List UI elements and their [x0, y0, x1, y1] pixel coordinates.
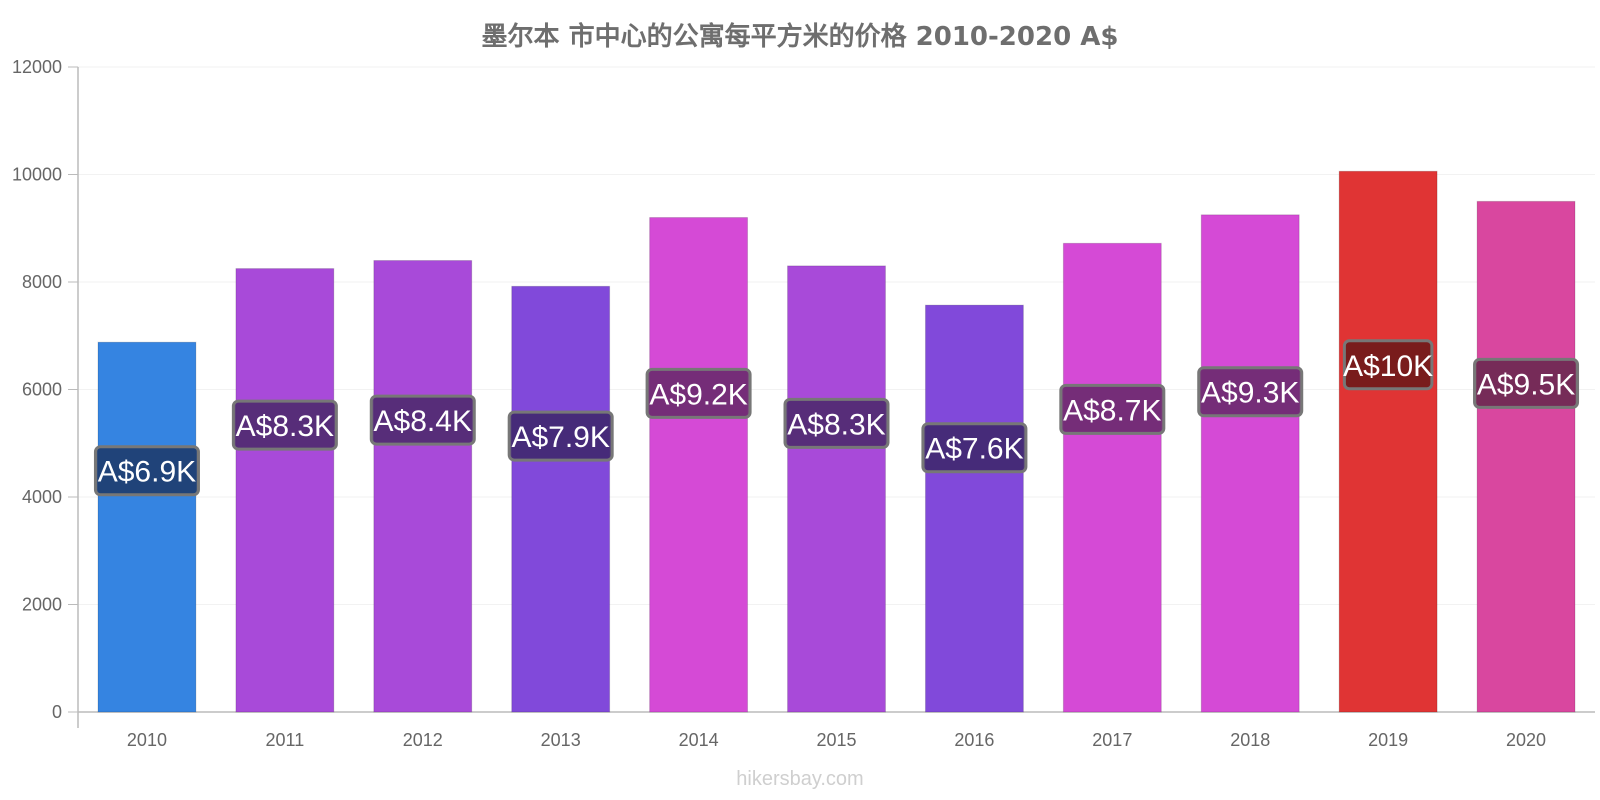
data-label-box — [369, 394, 476, 446]
data-label-2012: A$8.4K — [374, 405, 472, 438]
bar-2014 — [649, 217, 749, 713]
y-tick-label: 4000 — [22, 487, 62, 507]
data-label-box — [645, 367, 752, 419]
data-label-2017: A$8.7K — [1063, 394, 1161, 427]
x-tick-label-2013: 2013 — [541, 730, 581, 750]
bars — [97, 170, 1576, 713]
y-tick-label: 6000 — [22, 380, 62, 400]
x-tick-label-2012: 2012 — [403, 730, 443, 750]
x-tick-label-2016: 2016 — [954, 730, 994, 750]
bar-2012 — [373, 260, 473, 713]
x-tick-labels: 2010 2011 2012 2013 2014 2015 2016 2017 2018 2019… — [127, 730, 1546, 750]
data-label-box — [1342, 339, 1434, 391]
data-label-2019: A$10K — [1343, 350, 1433, 383]
x-tick-label-2011: 2011 — [266, 730, 305, 750]
bar-2017 — [1062, 242, 1162, 713]
watermark: hikersbay.com — [736, 768, 864, 790]
bar-2010 — [97, 341, 197, 713]
bar-2015 — [787, 265, 886, 713]
data-label-2016: A$7.6K — [925, 433, 1023, 466]
data-label-box — [921, 422, 1028, 474]
data-label-box — [1197, 366, 1304, 418]
bar-2018 — [1200, 214, 1300, 713]
y-tick-label: 2000 — [22, 595, 62, 615]
data-label-2020: A$9.5K — [1477, 368, 1575, 401]
bar-2011 — [235, 268, 335, 713]
bar-2019 — [1338, 170, 1438, 713]
x-tick-label-2010: 2010 — [127, 730, 167, 750]
x-tick-label-2014: 2014 — [679, 730, 719, 750]
data-label-2015: A$8.3K — [787, 408, 885, 441]
data-label-box — [93, 445, 200, 497]
y-tick-label: 10000 — [12, 165, 62, 185]
y-tick-label: 8000 — [22, 272, 62, 292]
data-label-box — [507, 410, 614, 462]
x-tick-label-2020: 2020 — [1506, 730, 1546, 750]
bar-2013 — [511, 285, 611, 713]
data-label-box — [231, 399, 338, 451]
data-label-2014: A$9.2K — [649, 378, 747, 411]
bar-2016 — [924, 304, 1024, 713]
x-tick-label-2015: 2015 — [816, 730, 856, 750]
x-tick-label-2019: 2019 — [1368, 730, 1408, 750]
x-tick-label-2018: 2018 — [1230, 730, 1270, 750]
data-label-box — [783, 397, 890, 449]
data-labels: A$6.9K A$8.3K A$8.4K A$7.9K A$9.2K A$8.3K A$7.… — [93, 339, 1580, 497]
y-tick-label: 0 — [52, 702, 62, 722]
y-tick-labels: 0 2000 4000 6000 8000 10000 12000 — [12, 57, 62, 722]
data-label-2018: A$9.3K — [1201, 377, 1299, 410]
data-label-2010: A$6.9K — [98, 456, 196, 489]
y-tick-label: 12000 — [12, 57, 62, 77]
chart-title: 墨尔本 市中心的公寓每平方米的价格 2010-2020 A$ — [481, 22, 1119, 52]
x-tick-label-2017: 2017 — [1092, 730, 1132, 750]
data-label-box — [1473, 357, 1580, 409]
data-label-2013: A$7.9K — [511, 421, 609, 454]
data-label-2011: A$8.3K — [236, 410, 334, 443]
data-label-box — [1059, 383, 1166, 435]
bar-2020 — [1476, 200, 1576, 713]
